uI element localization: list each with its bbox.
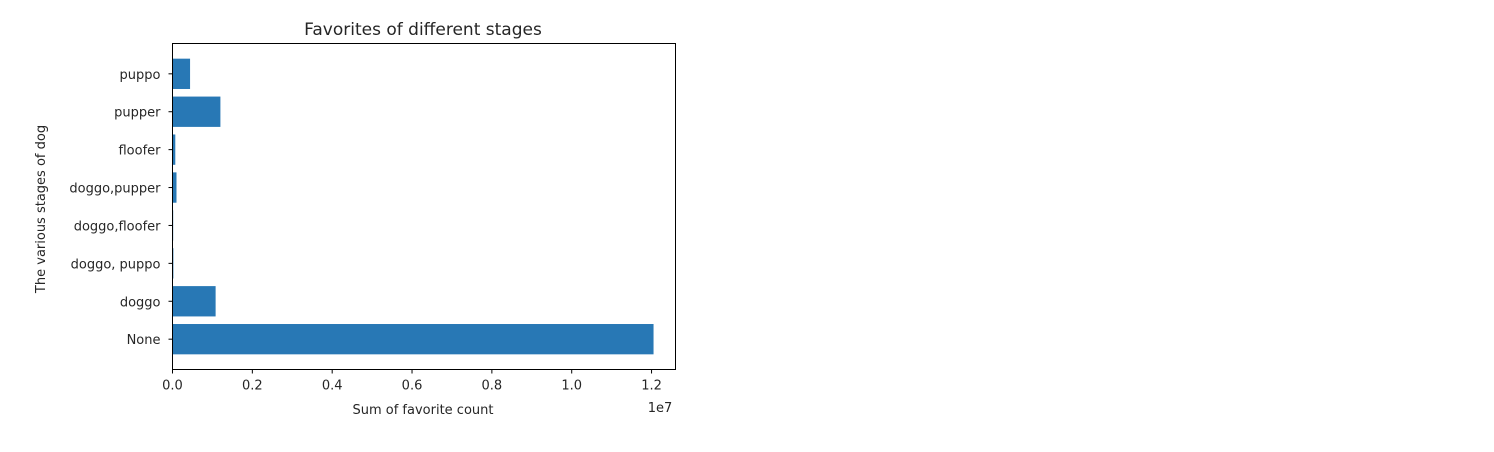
x-axis-offset-label: 1e7 <box>648 401 673 416</box>
y-tick-label: doggo,pupper <box>69 182 161 197</box>
y-tick-label: doggo, puppo <box>71 257 161 272</box>
plot-frame <box>172 43 676 370</box>
bars-group <box>172 58 654 355</box>
bar-puppo <box>172 58 191 89</box>
chart-title: Favorites of different stages <box>304 20 542 40</box>
x-tick-label: 0.6 <box>402 379 423 394</box>
x-ticks-group: 0.0 0.2 0.4 0.6 0.8 1.0 1.2 <box>162 369 662 394</box>
y-tick-label: pupper <box>114 106 161 121</box>
y-tick-label: None <box>127 333 161 348</box>
y-tick-label: doggo <box>120 295 161 310</box>
x-tick-label: 1.2 <box>641 379 662 394</box>
bar-pupper <box>172 96 221 127</box>
x-axis-label: Sum of favorite count <box>352 403 493 418</box>
y-tick-label: puppo <box>120 68 161 83</box>
y-tick-label: floofer <box>118 144 161 159</box>
x-tick-label: 0.4 <box>322 379 343 394</box>
x-tick-label: 0.8 <box>482 379 503 394</box>
bar-none <box>172 324 654 355</box>
y-tick-label: doggo,floofer <box>74 219 161 234</box>
x-tick-label: 0.2 <box>242 379 263 394</box>
x-tick-label: 1.0 <box>561 379 582 394</box>
y-axis-label: The various stages of dog <box>34 125 49 294</box>
bar-floofer <box>172 134 176 165</box>
x-tick-label: 0.0 <box>162 379 183 394</box>
y-ticks-group: None doggo doggo, puppo doggo,floofer doggo,… <box>69 68 173 348</box>
bar-doggo <box>172 286 216 317</box>
bar-doggo-pupper <box>172 172 177 203</box>
